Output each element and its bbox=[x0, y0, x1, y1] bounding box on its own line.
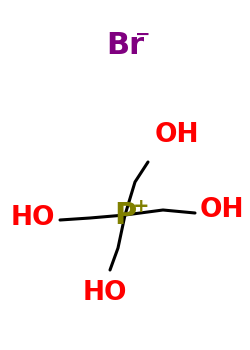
Text: P: P bbox=[114, 201, 136, 230]
Text: HO: HO bbox=[10, 205, 55, 231]
Text: OH: OH bbox=[200, 197, 244, 223]
Text: +: + bbox=[133, 197, 149, 217]
Text: Br: Br bbox=[106, 30, 144, 60]
Text: HO: HO bbox=[83, 280, 127, 306]
Text: −: − bbox=[135, 26, 151, 44]
Text: OH: OH bbox=[155, 122, 200, 148]
